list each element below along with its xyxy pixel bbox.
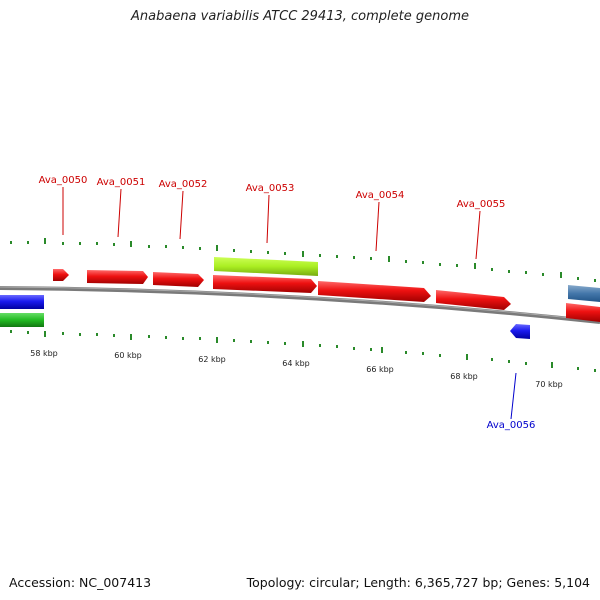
gene-arrow-left-edge-blue[interactable] — [0, 295, 44, 309]
genome-summary-text: Topology: circular; Length: 6,365,727 bp… — [246, 575, 590, 590]
scale-label-66kbp: 66 kbp — [366, 365, 394, 374]
gene-arrow-ava-0051[interactable] — [87, 270, 148, 284]
genome-title: Anabaena variabilis ATCC 29413, complete… — [131, 9, 469, 24]
gene-label-ava-0056[interactable]: Ava_0056 — [487, 420, 536, 431]
lime-feature[interactable] — [214, 257, 318, 276]
scale-label-68kbp: 68 kbp — [450, 372, 478, 381]
gene-arrow-ava-0053[interactable] — [213, 275, 317, 293]
rna-feature[interactable] — [0, 313, 44, 327]
gene-label-ava-0051[interactable]: Ava_0051 — [97, 177, 146, 188]
gene-arrow-ava-0050[interactable] — [53, 269, 69, 281]
gene-arrow-right-edge[interactable] — [566, 303, 600, 322]
reverse-gene-track — [0, 295, 530, 339]
genome-backbone — [0, 286, 600, 324]
gene-arrow-ava-0054[interactable] — [318, 281, 431, 302]
scale-label-64kbp: 64 kbp — [282, 359, 310, 368]
gene-arrow-ava-0056[interactable] — [510, 324, 530, 339]
outer-tick-row — [10, 238, 596, 282]
scale-label-70kbp: 70 kbp — [535, 380, 563, 389]
inner-tick-row — [10, 330, 596, 372]
gene-label-ava-0050[interactable]: Ava_0050 — [39, 175, 88, 186]
gene-arrow-ava-0055[interactable] — [436, 290, 511, 310]
gene-arrow-ava-0052[interactable] — [153, 272, 204, 287]
forward-gene-track — [53, 269, 600, 322]
gene-label-ava-0055[interactable]: Ava_0055 — [457, 199, 506, 210]
gene-label-ava-0052[interactable]: Ava_0052 — [159, 179, 208, 190]
accession-text: Accession: NC_007413 — [9, 575, 152, 590]
scale-label-58kbp: 58 kbp — [30, 349, 58, 358]
scale-label-62kbp: 62 kbp — [198, 355, 226, 364]
gene-label-ava-0054[interactable]: Ava_0054 — [356, 190, 405, 201]
scale-label-60kbp: 60 kbp — [114, 351, 142, 360]
label-leaders — [62, 187, 517, 420]
steel-feature[interactable] — [568, 285, 600, 302]
gene-label-ava-0053[interactable]: Ava_0053 — [246, 183, 295, 194]
genome-backbone-highlight — [0, 286, 600, 322]
